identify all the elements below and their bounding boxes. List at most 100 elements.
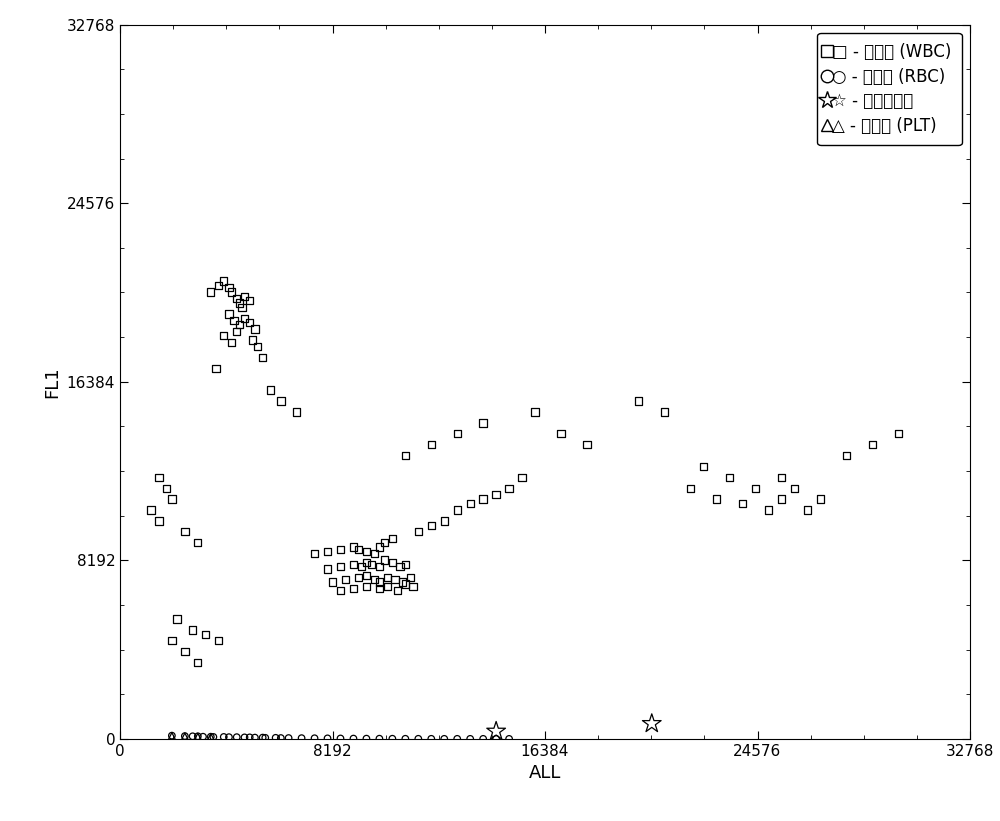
Point <box>371 732 387 745</box>
Point <box>436 514 452 527</box>
Point <box>237 731 253 744</box>
Point <box>384 556 400 569</box>
Point <box>351 543 367 556</box>
Point <box>345 558 361 571</box>
Point <box>247 323 263 336</box>
Point <box>164 730 180 743</box>
Point <box>203 731 219 744</box>
Point <box>257 732 273 745</box>
Point <box>273 732 289 745</box>
Point <box>579 438 595 452</box>
Point <box>449 427 465 440</box>
Point <box>281 732 297 745</box>
Point <box>390 584 406 597</box>
Point <box>221 281 237 294</box>
Point <box>231 319 247 332</box>
Point <box>242 294 258 307</box>
Point <box>423 438 439 452</box>
Point <box>838 449 854 462</box>
Point <box>226 314 242 327</box>
Point <box>325 576 341 589</box>
Point <box>773 470 789 484</box>
Point <box>237 290 253 303</box>
Point <box>387 573 403 586</box>
Point <box>255 731 271 744</box>
Point <box>436 732 452 745</box>
Point <box>159 482 175 495</box>
Point <box>345 540 361 553</box>
Point <box>345 732 361 745</box>
Point <box>198 628 214 641</box>
Point <box>332 560 348 573</box>
Point <box>358 732 374 745</box>
Point <box>320 562 336 576</box>
Point <box>410 525 426 539</box>
Point <box>812 493 828 506</box>
Point <box>216 329 232 342</box>
Point <box>211 279 227 292</box>
Point <box>307 547 323 560</box>
Point <box>501 482 517 495</box>
Point <box>379 571 395 585</box>
Point <box>351 571 367 585</box>
Point <box>449 503 465 516</box>
Point <box>657 406 673 419</box>
Legend: □ - 白细胞 (WBC), ○ - 红细胞 (RBC), ☆ - 非细胞事件, △ - 血小板 (PLT): □ - 白细胞 (WBC), ○ - 红细胞 (RBC), ☆ - 非细胞事件,… <box>817 33 962 145</box>
Point <box>366 573 382 586</box>
Point <box>392 560 408 573</box>
Point <box>475 416 491 429</box>
Point <box>397 449 413 462</box>
Point <box>143 503 159 516</box>
Point <box>397 558 413 571</box>
Point <box>320 732 336 745</box>
Point <box>410 732 426 745</box>
Point <box>553 427 569 440</box>
Point <box>890 427 906 440</box>
Point <box>395 576 411 589</box>
Point <box>169 612 185 626</box>
Point <box>185 623 201 636</box>
Point <box>644 717 660 730</box>
Point <box>475 493 491 506</box>
Point <box>242 316 258 329</box>
Point <box>358 556 374 569</box>
Point <box>234 300 250 314</box>
Point <box>332 732 348 745</box>
Point <box>211 635 227 648</box>
Point <box>709 493 725 506</box>
Point <box>527 406 543 419</box>
Point <box>462 732 478 745</box>
Point <box>332 543 348 556</box>
Point <box>177 731 193 744</box>
Point <box>164 493 180 506</box>
Point <box>229 731 245 744</box>
Point <box>247 731 263 744</box>
Point <box>190 730 206 743</box>
Point <box>358 545 374 558</box>
Point <box>488 732 504 745</box>
Point <box>288 406 304 419</box>
Point <box>799 503 815 516</box>
Point <box>151 514 167 527</box>
Point <box>190 731 206 744</box>
Point <box>345 582 361 595</box>
Point <box>216 731 232 744</box>
Point <box>696 460 712 473</box>
Point <box>185 730 201 743</box>
Point <box>384 732 400 745</box>
Point <box>405 580 421 593</box>
Point <box>203 730 219 743</box>
Point <box>683 482 699 495</box>
Point <box>403 571 419 585</box>
Point <box>397 732 413 745</box>
Point <box>353 560 369 573</box>
Point <box>735 497 751 510</box>
Point <box>208 362 224 375</box>
Point <box>377 536 393 549</box>
Point <box>338 573 354 586</box>
Point <box>242 731 258 744</box>
Point <box>255 351 271 364</box>
Point <box>760 503 776 516</box>
Point <box>358 569 374 582</box>
Point <box>332 584 348 597</box>
